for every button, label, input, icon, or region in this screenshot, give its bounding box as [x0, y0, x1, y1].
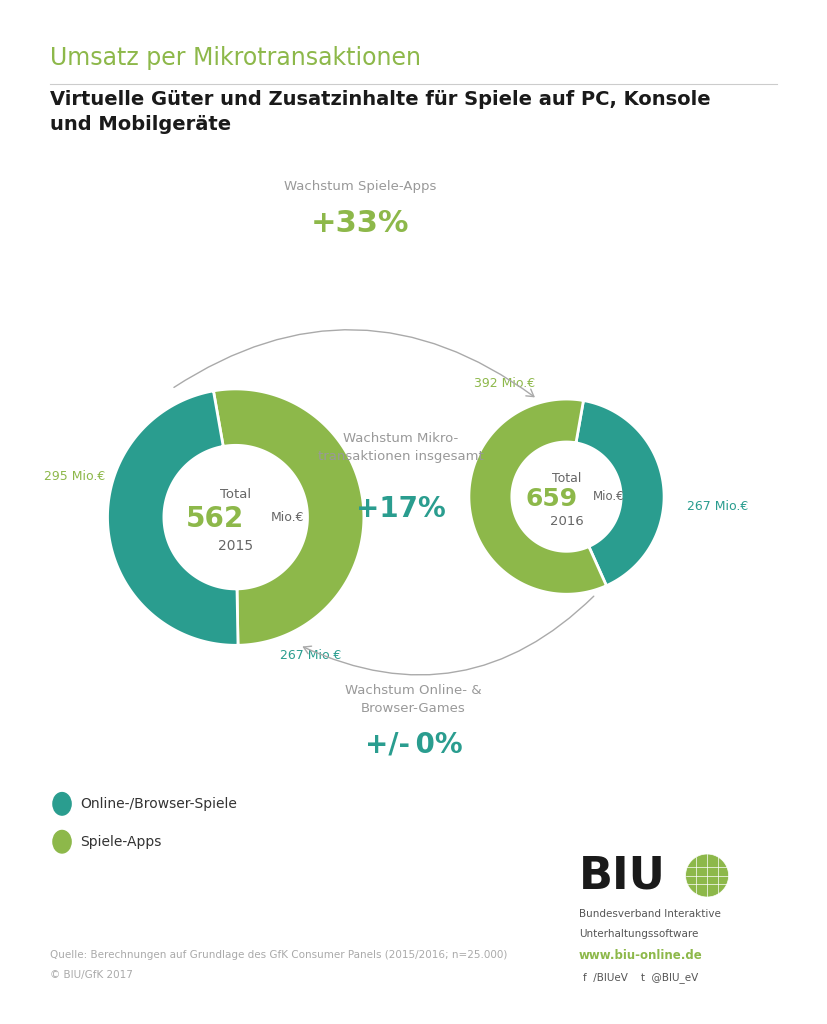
- Text: 267 Mio.€: 267 Mio.€: [280, 649, 341, 663]
- Text: +17%: +17%: [356, 495, 446, 523]
- Text: 295 Mio.€: 295 Mio.€: [44, 470, 105, 482]
- Text: Total: Total: [552, 472, 581, 484]
- Text: 2016: 2016: [550, 515, 583, 527]
- Text: Online-/Browser-Spiele: Online-/Browser-Spiele: [80, 797, 237, 811]
- Text: f  /BIUeV    t  @BIU_eV: f /BIUeV t @BIU_eV: [583, 973, 698, 983]
- Text: © BIU/GfK 2017: © BIU/GfK 2017: [50, 970, 132, 980]
- Text: Unterhaltungssoftware: Unterhaltungssoftware: [579, 929, 698, 939]
- Text: Wachstum Spiele-Apps: Wachstum Spiele-Apps: [284, 180, 436, 193]
- Text: Mio.€: Mio.€: [270, 511, 304, 523]
- Text: BIU: BIU: [579, 854, 666, 897]
- Circle shape: [53, 793, 71, 815]
- FancyArrowPatch shape: [174, 330, 534, 396]
- Text: 267 Mio.€: 267 Mio.€: [687, 501, 748, 513]
- Text: 659: 659: [525, 486, 578, 511]
- Text: Total: Total: [220, 488, 251, 501]
- Text: +/- 0%: +/- 0%: [365, 730, 462, 759]
- Text: Umsatz per Mikrotransaktionen: Umsatz per Mikrotransaktionen: [50, 46, 421, 70]
- Text: 2015: 2015: [218, 539, 253, 553]
- Polygon shape: [686, 854, 729, 897]
- Text: Quelle: Berechnungen auf Grundlage des GfK Consumer Panels (2015/2016; n=25.000): Quelle: Berechnungen auf Grundlage des G…: [50, 950, 507, 961]
- Text: 562: 562: [186, 505, 244, 534]
- Text: Wachstum Mikro-
transaktionen insgesamt: Wachstum Mikro- transaktionen insgesamt: [318, 432, 484, 463]
- Polygon shape: [576, 400, 664, 586]
- Circle shape: [53, 830, 71, 853]
- Text: 392 Mio.€: 392 Mio.€: [474, 377, 535, 390]
- Text: +33%: +33%: [310, 209, 409, 238]
- Text: Wachstum Online- &
Browser-Games: Wachstum Online- & Browser-Games: [345, 684, 482, 715]
- Polygon shape: [108, 391, 238, 645]
- Polygon shape: [469, 399, 606, 594]
- Text: Bundesverband Interaktive: Bundesverband Interaktive: [579, 909, 721, 920]
- FancyArrowPatch shape: [304, 596, 594, 675]
- Text: Mio.€: Mio.€: [593, 490, 624, 503]
- Polygon shape: [213, 389, 364, 645]
- Text: Virtuelle Güter und Zusatzinhalte für Spiele auf PC, Konsole
und Mobilgeräte: Virtuelle Güter und Zusatzinhalte für Sp…: [50, 90, 710, 134]
- Text: www.biu-online.de: www.biu-online.de: [579, 949, 703, 962]
- Text: Spiele-Apps: Spiele-Apps: [80, 835, 161, 849]
